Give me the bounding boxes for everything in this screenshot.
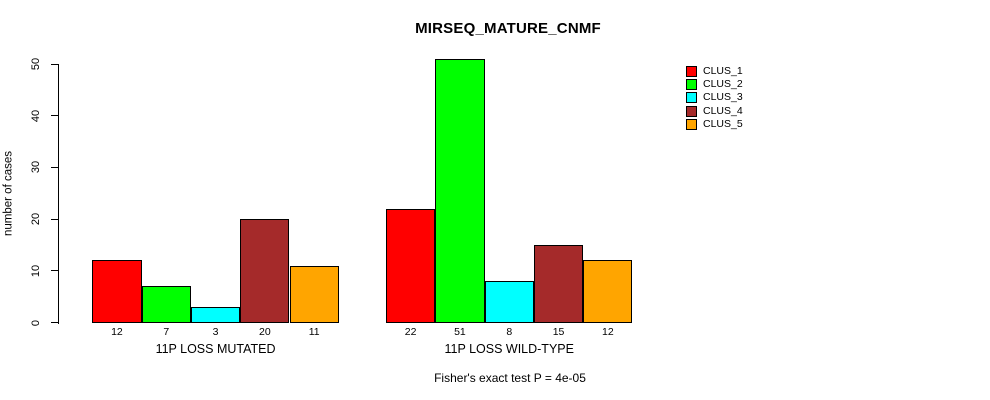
legend-label: CLUS_4	[703, 104, 743, 117]
y-tick-label: 10	[30, 264, 42, 277]
y-tick-label: 30	[30, 161, 42, 174]
y-tick	[50, 322, 58, 323]
bar-clus_1-1	[92, 260, 142, 324]
legend-swatch-clus_5	[686, 118, 697, 130]
category-label: 11P LOSS MUTATED	[155, 341, 276, 356]
bar-value-label: 8	[506, 325, 513, 338]
bar-clus_5-1	[289, 265, 339, 324]
bar-clus_2-2	[435, 58, 485, 324]
legend-entry: CLUS_4	[686, 105, 743, 118]
y-tick-label: 0	[30, 319, 42, 326]
y-axis-line	[57, 64, 59, 324]
y-tick	[50, 270, 58, 272]
legend-entry: CLUS_5	[686, 118, 743, 131]
legend-entry: CLUS_2	[686, 78, 743, 91]
legend-swatch-clus_2	[686, 79, 697, 91]
legend-label: CLUS_2	[703, 78, 743, 91]
y-tick	[50, 115, 58, 117]
legend-label: CLUS_1	[703, 65, 743, 78]
bar-value-label: 12	[601, 325, 614, 338]
bar-value-label: 3	[212, 325, 219, 338]
y-tick	[50, 63, 58, 65]
bar-value-label: 12	[111, 325, 123, 338]
legend-swatch-clus_1	[686, 66, 697, 78]
footnote-fisher-test: Fisher's exact test P = 4e-05	[434, 371, 586, 385]
bar-value-label: 7	[163, 325, 170, 338]
bar-clus_5-2	[583, 260, 633, 324]
y-tick	[50, 166, 58, 168]
chart-title: MIRSEQ_MATURE_CNMF	[415, 20, 601, 37]
bar-clus_1-2	[386, 208, 436, 324]
bar-value-label: 20	[258, 325, 271, 338]
legend: CLUS_1 CLUS_2 CLUS_3 CLUS_4 CLUS_5	[686, 65, 743, 131]
y-tick	[50, 218, 58, 220]
bar-clus_4-2	[533, 244, 584, 324]
category-label: 11P LOSS WILD-TYPE	[444, 341, 574, 356]
y-axis-label: number of cases	[2, 151, 15, 237]
legend-entry: CLUS_3	[686, 91, 743, 104]
legend-label: CLUS_5	[703, 117, 743, 130]
legend-swatch-clus_4	[686, 105, 697, 117]
legend-label: CLUS_3	[703, 91, 743, 104]
legend-entry: CLUS_1	[686, 65, 743, 78]
bar-clus_3-1	[190, 306, 241, 324]
bar-value-label: 15	[552, 325, 565, 338]
y-tick-label: 50	[30, 57, 42, 71]
bar-clus_3-2	[484, 281, 534, 324]
bar-value-label: 11	[308, 325, 320, 338]
bar-clus_2-1	[141, 286, 191, 324]
y-tick-label: 20	[30, 212, 42, 226]
legend-swatch-clus_3	[686, 92, 697, 104]
bar-clus_4-1	[240, 219, 290, 324]
bar-value-label: 22	[404, 325, 417, 338]
bar-value-label: 51	[454, 325, 466, 338]
y-tick-label: 40	[30, 109, 42, 122]
